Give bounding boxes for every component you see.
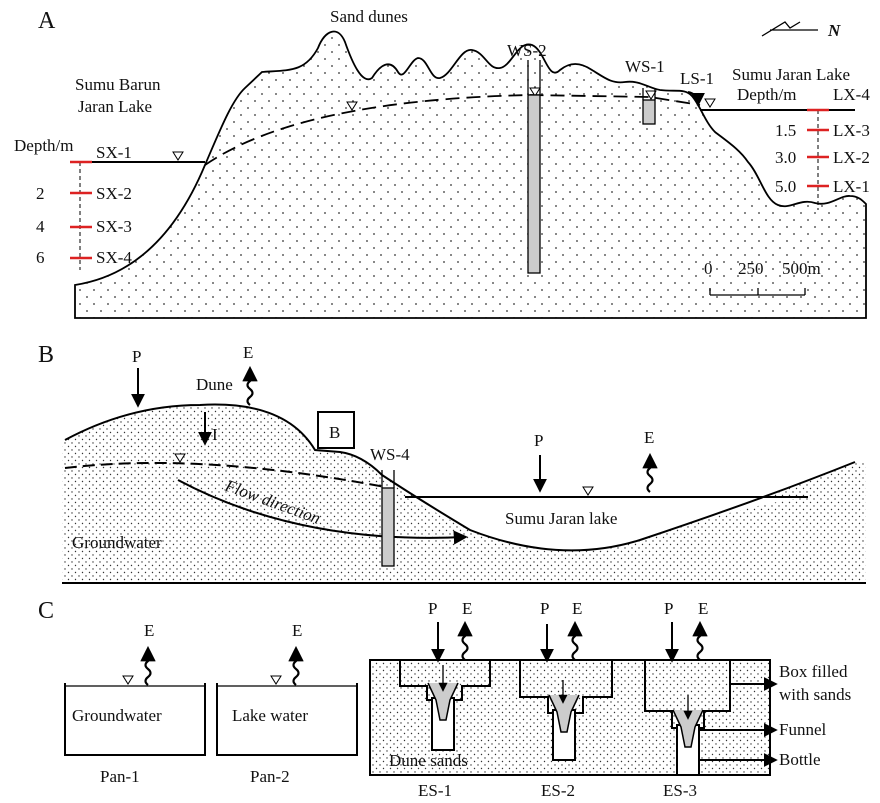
text-label: LX-2 (833, 148, 870, 167)
text-label: 6 (36, 248, 45, 267)
box (317, 411, 355, 449)
text-label: B (38, 342, 54, 368)
text-label: SX-3 (96, 217, 132, 236)
text-label: Groundwater (72, 706, 162, 725)
shape (74, 30, 867, 319)
text-label: E (462, 599, 472, 618)
text-label: E (144, 621, 154, 640)
shape (687, 91, 705, 107)
text-label: P (664, 599, 673, 618)
text-label: E (644, 428, 654, 447)
text-label: 5.0 (775, 177, 796, 196)
text-label: Pan-1 (100, 767, 140, 786)
text-label: P (540, 599, 549, 618)
text-label: 3.0 (775, 148, 796, 167)
shape (216, 683, 358, 756)
text-label: P (132, 347, 141, 366)
text-label: LX-3 (833, 121, 870, 140)
text-label: ES-3 (663, 781, 697, 800)
text-label: C (38, 598, 54, 624)
text-label: E (698, 599, 708, 618)
symbol (463, 624, 468, 660)
symbol (122, 675, 134, 685)
symbol (248, 369, 253, 405)
shape (548, 694, 580, 733)
text-label: Bottle (779, 750, 821, 769)
text-label: LS-1 (680, 69, 714, 88)
symbol (582, 486, 594, 496)
text-label: SX-1 (96, 143, 132, 162)
shape (204, 94, 701, 166)
box (381, 487, 395, 567)
text-label: Depth/m (737, 85, 797, 104)
text-label: Sand dunes (330, 7, 408, 26)
text-label: SX-2 (96, 184, 132, 203)
text-label: ES-2 (541, 781, 575, 800)
text-label: Sumu Jaran lake (505, 509, 617, 528)
text-label: 250 (738, 259, 764, 278)
text-label: A (38, 8, 56, 34)
symbol (294, 649, 299, 685)
shape (62, 404, 866, 583)
box (527, 94, 541, 274)
text-label: Dune sands (389, 751, 468, 770)
text-label: SX-4 (96, 248, 132, 267)
text-label: Box filled (779, 662, 848, 681)
shape (427, 682, 459, 721)
symbol (704, 98, 716, 108)
text-label: Lake water (232, 706, 308, 725)
box (642, 99, 656, 125)
text-label: Groundwater (72, 533, 162, 552)
shape (405, 497, 808, 551)
text-label: Dune (196, 375, 233, 394)
text-label: ES-1 (418, 781, 452, 800)
text-label: 2 (36, 184, 45, 203)
symbol (172, 151, 184, 161)
text-label: E (243, 343, 253, 362)
text-label: Funnel (779, 720, 827, 739)
text-label: E (572, 599, 582, 618)
text-label: P (534, 431, 543, 450)
text-label: P (428, 599, 437, 618)
text-label: Pan-2 (250, 767, 290, 786)
symbol (146, 649, 151, 685)
text-label: 500m (782, 259, 821, 278)
text-label: LX-4 (833, 85, 870, 104)
text-label: Sumu Jaran Lake (732, 65, 850, 84)
text-label: LX-1 (833, 177, 870, 196)
text-label: B (329, 423, 340, 442)
text-label: 4 (36, 217, 45, 236)
shape (64, 462, 386, 488)
symbol (573, 624, 578, 660)
text-label: 0 (704, 259, 713, 278)
text-label: I (212, 425, 218, 444)
shape (64, 403, 856, 552)
text-label: Depth/m (14, 136, 74, 155)
shape (177, 479, 468, 545)
symbol (698, 624, 703, 660)
text-label: E (292, 621, 302, 640)
shape (672, 709, 704, 748)
text-label: N (827, 21, 841, 40)
text-label: WS-4 (370, 445, 410, 464)
text-label: WS-2 (507, 41, 547, 60)
text-label: Sumu Barun (75, 75, 161, 94)
text-label: with sands (779, 685, 851, 704)
shape (709, 288, 806, 296)
text-label: Jaran Lake (78, 97, 152, 116)
text-label: 1.5 (775, 121, 796, 140)
shape (761, 21, 818, 37)
shape (64, 683, 206, 756)
symbol (270, 675, 282, 685)
text-label: WS-1 (625, 57, 665, 76)
symbol (648, 456, 653, 492)
